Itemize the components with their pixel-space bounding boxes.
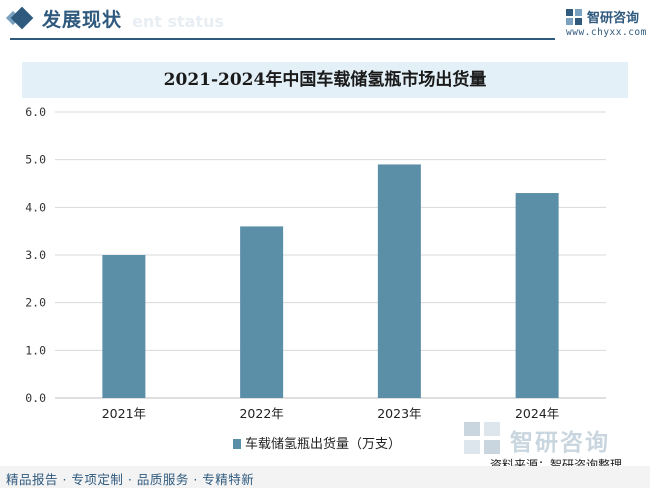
y-tick-label: 1.0 [25,343,46,357]
brand-name: 智研咨询 [587,11,640,26]
brand-url: www.chyxx.com [566,27,647,38]
bar-2022年 [240,226,284,398]
y-tick-label: 3.0 [25,248,46,262]
watermark-brand: 智研咨询 [510,430,610,456]
bar-2024年 [515,193,559,398]
section-subtitle: ent status [132,12,224,31]
y-tick-label: 4.0 [25,200,46,214]
bar-2021年 [102,255,146,398]
chart-legend: 车载储氢瓶出货量（万支） [233,433,401,452]
x-tick-label: 2024年 [515,406,559,421]
brand-logo-icon [566,9,582,25]
x-tick-label: 2022年 [239,406,283,421]
chart-title-band [22,62,628,98]
footer-text: 精品报告 · 专项定制 · 品质服务 · 专精特新 [6,472,255,487]
y-tick-label: 5.0 [25,153,46,167]
y-tick-label: 6.0 [25,105,46,119]
x-tick-label: 2023年 [377,406,421,421]
watermark-logo-icon [464,422,500,454]
section-title: 发展现状 [42,9,123,31]
header-divider [10,38,555,40]
report-header: ent status 发展现状 智研咨询 www.chyxx.com [0,0,650,40]
bar-2023年 [377,164,421,398]
x-tick-label: 2021年 [102,406,146,421]
footer-bar [0,466,650,488]
y-tick-label: 2.0 [25,296,46,310]
legend-swatch [233,439,241,449]
y-tick-label: 0.0 [25,391,46,405]
legend-label: 车载储氢瓶出货量（万支） [245,437,402,452]
chart-title: 2021-2024年中国车载储氢瓶市场出货量 [163,70,487,90]
